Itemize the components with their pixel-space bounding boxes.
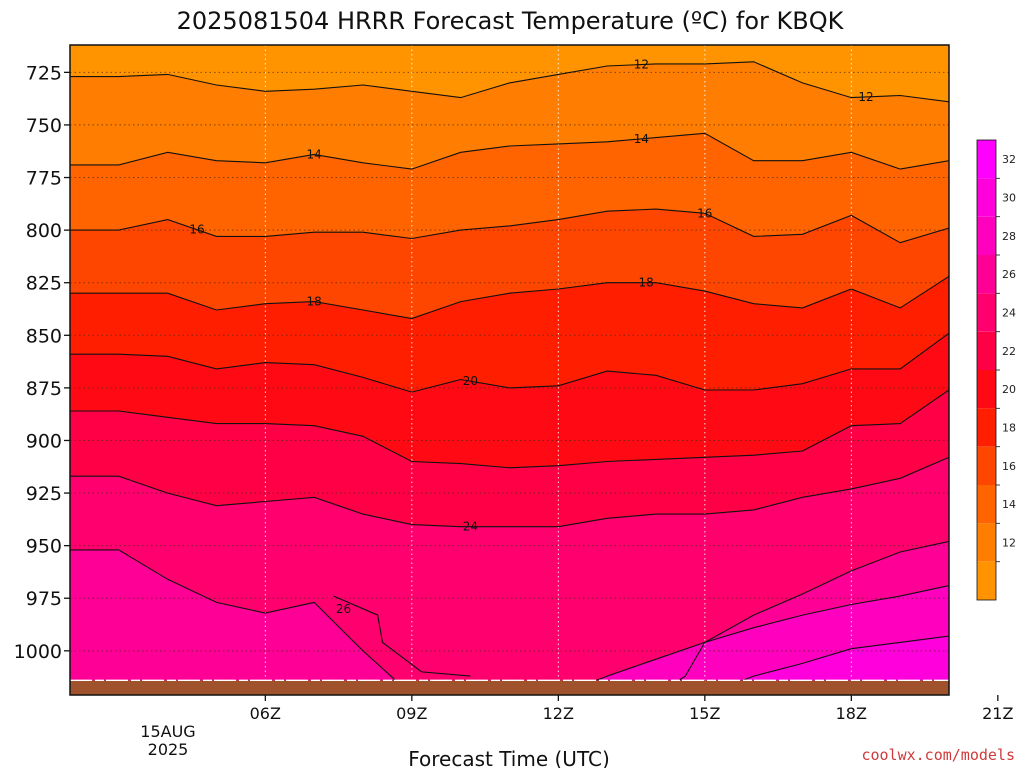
colorbar-bin-18 [977, 408, 996, 447]
isotherm-label-16-1: 16 [697, 206, 712, 220]
isotherm-label-14-0: 14 [307, 147, 322, 161]
colorbar-bin-14 [977, 485, 996, 524]
fill-band-10-12 [70, 45, 949, 102]
y-axis-ticks: 725 750 775 800 825 850 875 900 925 950 975 1000 [14, 62, 70, 663]
colorbar-label-32: 32 [1002, 153, 1016, 166]
x-date-line-2: 2025 [148, 740, 189, 759]
x-date-line-1: 15AUG [140, 722, 195, 741]
y-tick-label-925: 925 [26, 483, 62, 505]
colorbar-label-22: 22 [1002, 345, 1016, 358]
x-axis-label: Forecast Time (UTC) [408, 747, 610, 768]
isotherm-label-26-0: 26 [336, 602, 351, 616]
colorbar-bin-10 [977, 561, 996, 600]
colorbar-label-16: 16 [1002, 460, 1016, 473]
fill-band-22-24 [70, 390, 949, 527]
x-axis-ticks: 06Z 09Z 12Z 15Z 18Z 21Z [250, 695, 1013, 723]
ground-fill [70, 680, 949, 695]
isotherm-16 [70, 208, 949, 244]
x-tick-label-15Z: 15Z [689, 704, 720, 723]
y-tick-label-875: 875 [26, 378, 62, 400]
y-tick-label-725: 725 [26, 62, 62, 84]
chart-title: 2025081504 HRRR Forecast Temperature (ºC… [177, 7, 845, 35]
plot-frame [69, 44, 950, 696]
y-tick-label-850: 850 [26, 325, 62, 347]
ground-layer [70, 679, 949, 695]
colorbar-bin-20 [977, 370, 996, 409]
colorbar-bin-22 [977, 331, 996, 370]
colorbar-label-18: 18 [1002, 422, 1016, 435]
colorbar-bin-12 [977, 523, 996, 562]
isotherm-label-18-1: 18 [639, 276, 654, 290]
isotherm-label-24-0: 24 [463, 520, 478, 534]
y-tick-label-800: 800 [26, 220, 62, 242]
y-tick-label-775: 775 [26, 168, 62, 190]
colorbar-label-28: 28 [1002, 230, 1016, 243]
x-tick-label-06Z: 06Z [250, 704, 281, 723]
isotherm-label-14-1: 14 [634, 132, 649, 146]
y-tick-label-825: 825 [26, 273, 62, 295]
colorbar-bin-32 [977, 140, 996, 179]
isotherm-22 [70, 389, 949, 469]
warm-isotherm-26 [655, 540, 949, 695]
isotherm-18 [70, 275, 949, 320]
colorbar: 12 14 16 18 20 22 24 26 28 30 32 [976, 139, 1016, 601]
colorbar-bin-24 [977, 293, 996, 332]
warm-isotherm-30 [704, 635, 949, 695]
colorbar-bin-16 [977, 446, 996, 485]
colorbar-label-26: 26 [1002, 268, 1016, 281]
isotherm-26 [70, 549, 949, 695]
colorbar-label-14: 14 [1002, 498, 1016, 511]
x-tick-label-21Z: 21Z [982, 704, 1013, 723]
isotherm-12 [70, 61, 949, 103]
isotherm-label-18-0: 18 [307, 295, 322, 309]
isotherm-label-16-0: 16 [189, 223, 204, 237]
colorbar-label-20: 20 [1002, 383, 1016, 396]
fill-band-14-16 [70, 133, 949, 243]
y-tick-label-1000: 1000 [14, 641, 62, 663]
colorbar-bin-26 [977, 255, 996, 294]
isotherm-14 [70, 132, 949, 170]
isotherm-label-12-0: 12 [634, 58, 649, 72]
warm-isotherm-28 [558, 585, 949, 695]
isotherm-label-12-1: 12 [858, 90, 873, 104]
y-tick-label-975: 975 [26, 588, 62, 610]
colorbar-label-12: 12 [1002, 537, 1016, 550]
colorbar-label-24: 24 [1002, 307, 1016, 320]
x-tick-label-09Z: 09Z [396, 704, 427, 723]
isotherm-20 [70, 332, 949, 393]
x-tick-label-18Z: 18Z [836, 704, 867, 723]
y-tick-label-950: 950 [26, 536, 62, 558]
colorbar-bin-30 [977, 178, 996, 217]
y-tick-label-900: 900 [26, 431, 62, 453]
fill-band-20-22 [70, 333, 949, 468]
x-tick-label-12Z: 12Z [543, 704, 574, 723]
isotherm-26-lobe [333, 595, 471, 677]
fill-band-12-14 [70, 61, 949, 170]
colorbar-bin-28 [977, 216, 996, 255]
colorbar-label-30: 30 [1002, 192, 1016, 205]
fill-band-16-18 [70, 209, 949, 319]
isotherm-24 [70, 454, 949, 528]
isotherm-lines: 12 12 14 14 16 16 18 18 20 24 26 [70, 58, 949, 695]
isotherm-label-20-0: 20 [463, 374, 478, 388]
y-tick-label-750: 750 [26, 115, 62, 137]
credit-text: coolwx.com/models [861, 746, 1015, 764]
